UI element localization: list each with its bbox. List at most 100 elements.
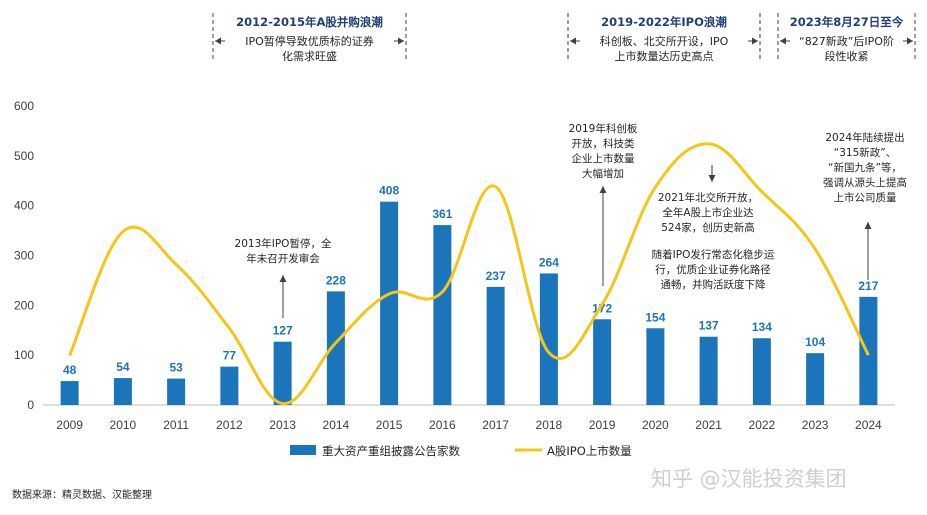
x-tick-label: 2022 — [749, 418, 776, 432]
x-tick-label: 2014 — [323, 418, 350, 432]
y-tick-label: 0 — [27, 398, 34, 412]
arrow-right-icon — [398, 37, 404, 45]
y-tick-label: 100 — [14, 348, 34, 362]
arrow-left-icon — [570, 37, 576, 45]
legend: 重大资产重组披露公告家数 A股IPO上市数量 — [290, 444, 632, 458]
x-tick-label: 2021 — [695, 418, 722, 432]
x-tick-label: 2020 — [642, 418, 669, 432]
bar-series — [60, 201, 878, 405]
bar — [273, 341, 292, 405]
label-backdrop — [580, 34, 748, 48]
annotation-2019: 企业上市数量 — [572, 152, 635, 165]
bar — [806, 353, 825, 405]
bar-value-label: 264 — [539, 255, 559, 269]
bar-value-label: 77 — [223, 349, 237, 363]
bar — [60, 381, 79, 405]
legend-bar-swatch — [290, 445, 316, 455]
period-title: 2019-2022年IPO浪潮 — [601, 15, 727, 29]
bar — [752, 338, 771, 405]
period-description: “827新政”后IPO阶 — [799, 34, 894, 48]
period-description: 科创板、北交所开设，IPO — [600, 34, 729, 48]
annotation-2022: 随着IPO发行常态化稳步运 — [652, 248, 775, 261]
bar — [646, 328, 665, 405]
annotation-2024: 强调从源头上提高 — [823, 176, 907, 189]
bar-value-label: 217 — [858, 279, 878, 293]
y-tick-label: 600 — [14, 99, 34, 113]
annotation-2021-arrow-head — [708, 175, 716, 182]
y-tick-label: 500 — [14, 149, 34, 163]
bar-value-label: 54 — [116, 360, 130, 374]
bar — [380, 201, 399, 405]
source-note: 数据来源：精灵数据、汉能整理 — [12, 488, 152, 501]
annotation-2013-arrow-head — [279, 275, 287, 282]
x-tick-label: 2024 — [855, 418, 882, 432]
period-description: IPO暂停导致优质标的证券 — [245, 34, 374, 48]
period-title: 2012-2015年A股并购浪潮 — [236, 15, 383, 29]
annotation-2024: 2024年陆续提出 — [825, 131, 904, 144]
arrow-right-icon — [752, 37, 758, 45]
line-series — [68, 142, 870, 406]
bar-value-label: 137 — [699, 319, 719, 333]
annotation-2021: 524家，创历史新高 — [661, 221, 755, 234]
bar-value-label: 361 — [432, 207, 452, 221]
annotation-2013: 年未召开发审会 — [246, 252, 320, 265]
label-backdrop — [225, 34, 394, 48]
annotation-2022: 行，优质企业证券化路径 — [655, 263, 771, 276]
x-tick-label: 2011 — [163, 418, 189, 432]
annotation-2024: 上市公司质量 — [834, 191, 897, 204]
bar — [220, 366, 239, 405]
period-description: 化需求旺盛 — [282, 49, 337, 63]
arrow-right-icon — [907, 37, 913, 45]
watermark: 知乎 @汉能投资集团 — [651, 467, 847, 491]
annotation-2024: “315新政”、 — [834, 146, 896, 159]
period-title: 2023年8月27日至今 — [790, 15, 904, 29]
bar — [433, 225, 452, 405]
x-tick-label: 2018 — [536, 418, 563, 432]
bar — [539, 273, 558, 405]
x-tick-label: 2013 — [269, 418, 296, 432]
y-tick-label: 300 — [14, 249, 34, 263]
bar — [593, 319, 612, 405]
x-tick-label: 2017 — [482, 418, 509, 432]
bar-value-label: 228 — [326, 273, 346, 287]
annotation-2021: 全年A股上市企业达 — [662, 206, 754, 219]
x-tick-label: 2019 — [589, 418, 616, 432]
annotation-2024-arrow-head — [864, 222, 872, 229]
bar-value-label: 48 — [63, 363, 77, 377]
annotation-2019: 大幅增加 — [582, 167, 624, 180]
bar — [167, 378, 186, 405]
annotation-2013: 2013年IPO暂停，全 — [235, 237, 332, 250]
bar — [113, 378, 132, 405]
y-tick-label: 200 — [14, 298, 34, 312]
legend-bar-label: 重大资产重组披露公告家数 — [322, 444, 460, 458]
x-tick-label: 2023 — [802, 418, 829, 432]
bar-value-label: 134 — [752, 320, 772, 334]
arrow-left-icon — [780, 37, 786, 45]
annotation-2019: 开放，科技类 — [572, 137, 635, 150]
bar — [859, 296, 878, 405]
period-description: 段性收紧 — [825, 49, 869, 63]
bar — [486, 286, 505, 405]
annotation-2019: 2019年科创板 — [569, 122, 638, 135]
x-tick-label: 2016 — [429, 418, 456, 432]
bar-value-label: 237 — [486, 269, 506, 283]
x-tick-label: 2010 — [110, 418, 137, 432]
ipo-count-line — [68, 142, 870, 406]
bar-value-label: 408 — [379, 184, 399, 198]
bar-value-label: 154 — [645, 310, 665, 324]
legend-line-label: A股IPO上市数量 — [547, 444, 632, 458]
annotation-2024: “新国九条”等， — [828, 161, 902, 174]
annotation-2021: 2021年北交所开放， — [658, 191, 758, 204]
label-backdrop — [790, 34, 903, 48]
arrow-left-icon — [215, 37, 221, 45]
bar — [326, 291, 345, 405]
annotation-2022: 通畅，并购活跃度下降 — [661, 278, 766, 291]
x-tick-label: 2009 — [56, 418, 83, 432]
y-tick-label: 400 — [14, 199, 34, 213]
bar-value-label: 104 — [805, 335, 825, 349]
x-tick-label: 2012 — [216, 418, 243, 432]
